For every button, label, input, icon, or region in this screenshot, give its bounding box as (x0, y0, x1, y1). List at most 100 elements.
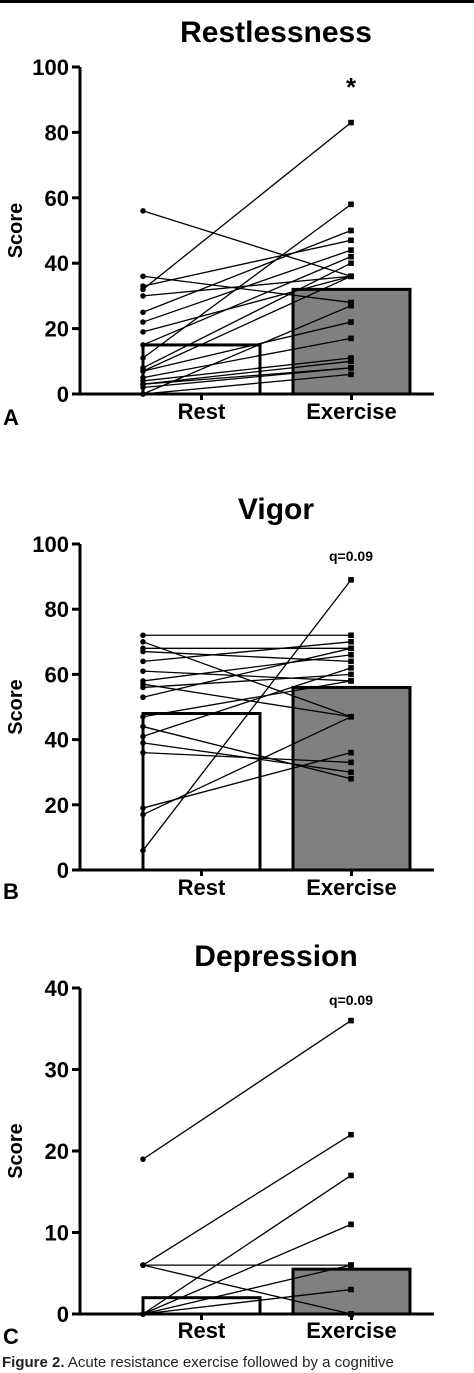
subject-line (142, 262, 352, 369)
subject-line (142, 210, 352, 277)
bar-rest (141, 712, 262, 872)
rest-point (140, 355, 146, 361)
subject-line (142, 337, 352, 379)
y-axis-label: Score (5, 679, 27, 735)
exercise-point (348, 671, 354, 678)
rest-point (140, 684, 146, 691)
subject-line (142, 1134, 352, 1266)
y-tick-label: 10 (45, 1221, 69, 1246)
rest-point (140, 342, 146, 348)
exercise-point (348, 273, 354, 280)
rest-point (140, 329, 146, 335)
y-tick-label: 60 (45, 186, 69, 211)
exercise-point (348, 1172, 354, 1179)
exercise-point (348, 1262, 354, 1268)
exercise-point (348, 237, 354, 244)
exercise-point (348, 713, 354, 720)
subject-line (142, 650, 352, 663)
y-tick-label: 100 (32, 55, 69, 80)
exercise-point (348, 358, 354, 365)
y-tick-label: 20 (45, 793, 69, 818)
rest-point (140, 632, 146, 639)
subject-line (142, 641, 352, 663)
rest-point (140, 208, 146, 214)
exercise-point (348, 678, 354, 684)
subject-line (142, 1223, 352, 1315)
y-tick-label: 0 (57, 1302, 69, 1327)
panel-label: B (3, 879, 19, 904)
y-tick-label: 40 (45, 728, 69, 753)
y-tick-label: 20 (45, 317, 69, 342)
rest-point (140, 309, 146, 316)
y-axis-label: Score (5, 203, 27, 259)
subject-line (142, 122, 352, 290)
subject-line (142, 579, 352, 851)
caption-text: Acute resistance exercise followed by a … (64, 1354, 394, 1371)
subject-line (142, 256, 352, 346)
rest-point (140, 749, 146, 756)
subject-line (142, 725, 352, 780)
rest-point (140, 319, 146, 325)
subject-line (142, 1174, 352, 1315)
subject-line (142, 751, 352, 764)
rest-point (140, 668, 146, 674)
subject-line (142, 275, 352, 372)
y-tick-label: 100 (32, 532, 69, 557)
rest-point (140, 368, 146, 374)
rest-point (140, 811, 146, 818)
significance-annotation: q=0.09 (329, 548, 373, 564)
panel-c: Depression 0 10 20 30 40 Rest Exercise Score q=0.… (3, 940, 434, 1349)
exercise-point (348, 632, 354, 639)
rest-point (140, 381, 146, 387)
chart-title: Vigor (238, 493, 314, 526)
subject-line (142, 1288, 352, 1315)
y-tick-label: 40 (45, 251, 69, 276)
panel-b: Vigor 0 20 40 60 80 100 Rest Exercise Score q=0.09… (3, 493, 434, 904)
y-tick-label: 40 (45, 976, 69, 1001)
exercise-point (348, 645, 354, 652)
exercise-point (348, 652, 354, 658)
subject-line (142, 229, 352, 313)
rest-point (140, 639, 146, 645)
subject-line (142, 275, 352, 333)
y-tick-label: 30 (45, 1058, 69, 1083)
subject-line (142, 680, 352, 718)
chart-title: Depression (194, 940, 357, 973)
subject-line (142, 360, 352, 385)
exercise-point (348, 577, 354, 583)
exercise-point (348, 253, 354, 260)
subject-line (142, 239, 352, 287)
exercise-point (348, 355, 354, 361)
exercise-point (348, 769, 354, 775)
rest-point (140, 1262, 146, 1268)
x-tick-label: Exercise (306, 399, 397, 424)
rest-point (140, 713, 146, 720)
significance-annotation: q=0.09 (329, 992, 373, 1008)
subject-line (142, 716, 352, 816)
subject-line (142, 321, 352, 372)
x-tick-label: Rest (178, 875, 226, 900)
subject-line (142, 357, 352, 382)
rest-point (140, 847, 146, 854)
exercise-point (348, 335, 354, 342)
rest-point (140, 286, 146, 293)
rest-point (140, 694, 146, 701)
y-tick-label: 60 (45, 662, 69, 687)
exercise-point (348, 371, 354, 378)
exercise-point (348, 749, 354, 756)
y-axis-label: Score (5, 1123, 27, 1179)
rest-point (140, 733, 146, 740)
exercise-point (348, 1131, 354, 1138)
x-tick-label: Exercise (306, 1318, 397, 1343)
rest-point (140, 658, 146, 665)
exercise-point (348, 247, 354, 253)
subject-line (142, 367, 352, 385)
rest-point (140, 273, 146, 280)
chart-title: Restlessness (180, 16, 372, 49)
y-tick-label: 0 (57, 858, 69, 883)
figure-caption: Figure 2. Acute resistance exercise foll… (2, 1354, 472, 1371)
subject-line (142, 641, 352, 718)
subject-line (142, 667, 352, 737)
x-tick-label: Rest (178, 399, 226, 424)
exercise-point (348, 299, 354, 306)
